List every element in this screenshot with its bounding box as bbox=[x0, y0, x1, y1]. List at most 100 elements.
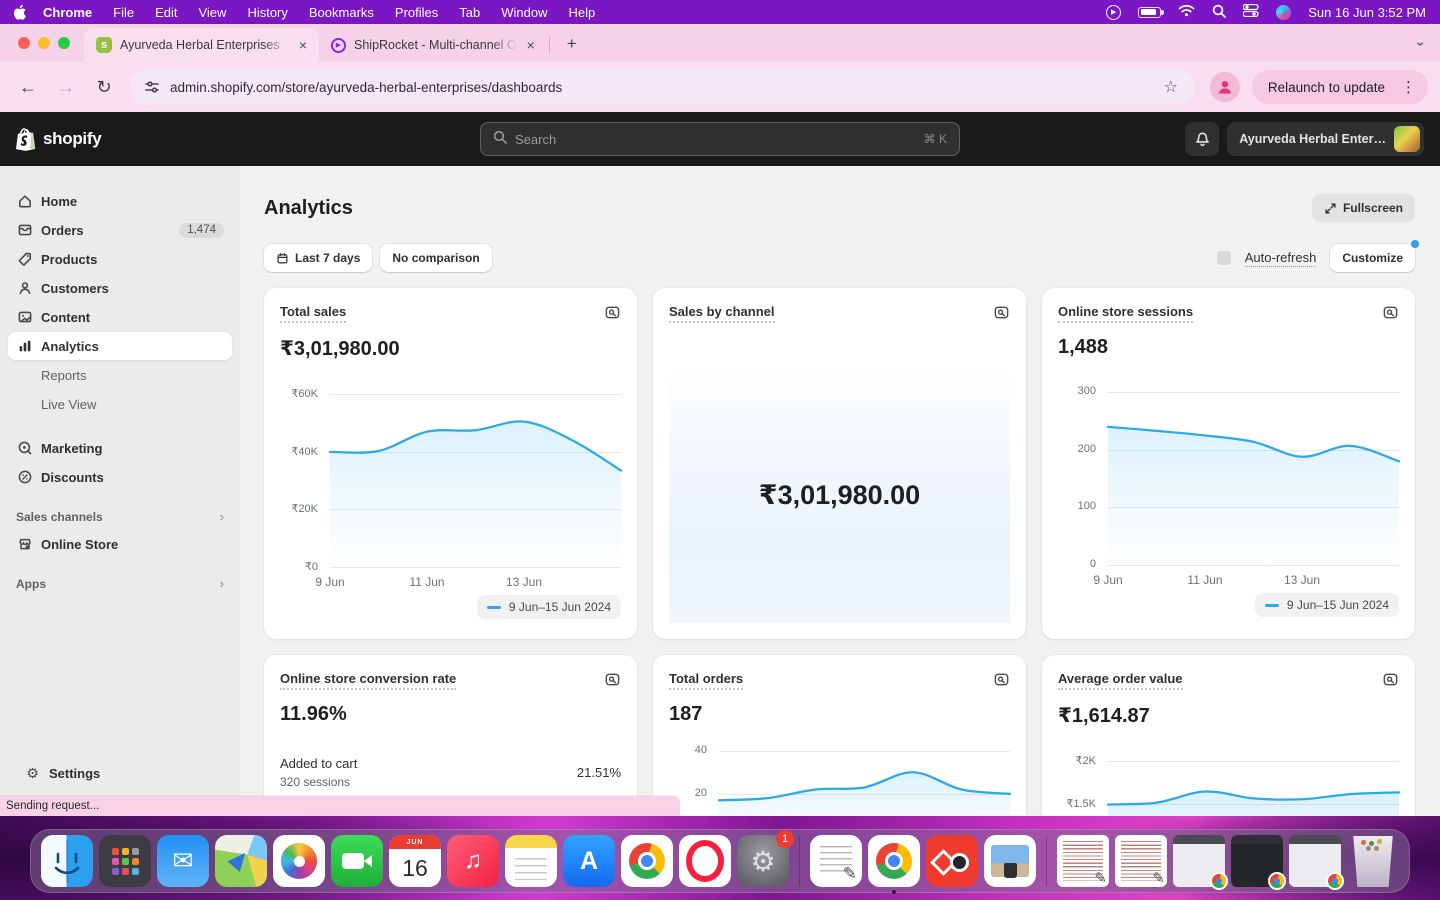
forward-button[interactable]: → bbox=[57, 76, 75, 97]
menu-window[interactable]: Window bbox=[501, 4, 548, 20]
textedit-dock-icon[interactable]: ✎ bbox=[810, 835, 862, 887]
back-button[interactable]: ← bbox=[19, 76, 37, 97]
siri-icon[interactable] bbox=[1276, 4, 1292, 20]
menu-edit[interactable]: Edit bbox=[155, 4, 178, 20]
calendar-dock-icon[interactable]: JUN 16 bbox=[389, 835, 441, 887]
relaunch-label: Relaunch to update bbox=[1267, 79, 1385, 95]
store-menu-button[interactable]: Ayurveda Herbal Enter… bbox=[1227, 122, 1424, 156]
preview-dock-icon[interactable] bbox=[984, 835, 1036, 887]
chrome-window-dock-icon[interactable] bbox=[868, 835, 920, 887]
relaunch-to-update-button[interactable]: Relaunch to update ⋮ bbox=[1251, 70, 1428, 104]
screen-mirroring-icon[interactable]: ▶ bbox=[1106, 4, 1122, 20]
new-tab-button[interactable]: + bbox=[566, 34, 577, 53]
sidebar-item-settings[interactable]: ⚙ Settings bbox=[16, 759, 224, 787]
notes-dock-icon[interactable] bbox=[505, 835, 557, 887]
comparison-button[interactable]: No comparison bbox=[380, 244, 492, 272]
minimized-chrome-window-1[interactable] bbox=[1173, 835, 1228, 890]
menu-history[interactable]: History bbox=[247, 4, 288, 20]
menu-tab[interactable]: Tab bbox=[459, 4, 481, 20]
admin-search-input[interactable]: Search ⌘ K bbox=[480, 122, 960, 156]
minimized-chrome-window-3[interactable] bbox=[1289, 835, 1344, 890]
anydesk-dock-icon[interactable] bbox=[926, 835, 978, 887]
wifi-icon[interactable] bbox=[1178, 4, 1195, 20]
notifications-button[interactable] bbox=[1185, 122, 1220, 156]
bookmark-star-icon[interactable]: ☆ bbox=[1163, 79, 1178, 96]
menu-bar-clock[interactable]: Sun 16 Jun 3:52 PM bbox=[1308, 4, 1426, 20]
card-title[interactable]: Sales by channel bbox=[669, 304, 775, 323]
system-settings-dock-icon[interactable]: ⚙ 1 bbox=[737, 830, 794, 887]
shopify-logo[interactable]: shopify bbox=[16, 127, 102, 151]
sidebar-item-analytics[interactable]: Analytics bbox=[8, 332, 232, 360]
sales-by-channel-chart: ₹3,01,980.00 bbox=[669, 368, 1010, 623]
customize-button[interactable]: Customize bbox=[1330, 244, 1415, 272]
sidebar-item-marketing[interactable]: Marketing bbox=[8, 434, 232, 462]
card-title[interactable]: Online store conversion rate bbox=[280, 671, 457, 690]
sidebar-item-products[interactable]: Products bbox=[8, 245, 232, 273]
sidebar-item-orders[interactable]: Orders 1,474 bbox=[8, 216, 232, 244]
minimized-document-1[interactable]: ✎ bbox=[1057, 835, 1109, 887]
sidebar-item-discounts[interactable]: Discounts bbox=[8, 463, 232, 491]
control-center-icon[interactable] bbox=[1242, 3, 1259, 20]
card-title[interactable]: Online store sessions bbox=[1058, 304, 1194, 323]
card-title[interactable]: Total sales bbox=[280, 304, 347, 323]
view-report-icon[interactable] bbox=[604, 304, 621, 326]
view-report-icon[interactable] bbox=[1382, 304, 1399, 326]
sidebar-item-label: Settings bbox=[49, 765, 101, 781]
sales-channels-section[interactable]: Sales channels › bbox=[16, 509, 224, 524]
menu-profiles[interactable]: Profiles bbox=[394, 4, 439, 20]
auto-refresh-toggle[interactable] bbox=[1216, 251, 1231, 265]
store-avatar bbox=[1394, 126, 1420, 152]
menu-file[interactable]: File bbox=[113, 4, 135, 20]
menu-bookmarks[interactable]: Bookmarks bbox=[308, 4, 374, 20]
address-bar[interactable]: admin.shopify.com/store/ayurveda-herbal-… bbox=[130, 69, 1194, 105]
card-title[interactable]: Total orders bbox=[669, 671, 744, 690]
window-zoom-button[interactable] bbox=[58, 37, 70, 49]
tab-close-icon[interactable]: × bbox=[298, 37, 307, 53]
tab-close-icon[interactable]: × bbox=[526, 37, 535, 53]
view-report-icon[interactable] bbox=[604, 671, 621, 693]
app-store-dock-icon[interactable]: A bbox=[563, 835, 615, 887]
site-settings-icon[interactable] bbox=[144, 79, 160, 95]
opera-dock-icon[interactable] bbox=[679, 835, 731, 887]
sidebar-item-content[interactable]: Content bbox=[8, 303, 232, 331]
music-dock-icon[interactable]: ♫ bbox=[447, 835, 499, 887]
date-range-button[interactable]: Last 7 days bbox=[264, 244, 373, 272]
auto-refresh-label[interactable]: Auto-refresh bbox=[1244, 249, 1317, 267]
window-close-button[interactable] bbox=[18, 37, 30, 49]
apple-menu-icon[interactable] bbox=[14, 4, 27, 20]
sidebar-item-live-view[interactable]: Live View bbox=[8, 390, 232, 418]
mail-dock-icon[interactable]: ✉ bbox=[157, 835, 209, 887]
spotlight-search-icon[interactable] bbox=[1212, 4, 1227, 21]
card-title[interactable]: Average order value bbox=[1058, 671, 1183, 690]
tab-ayurveda-herbal[interactable]: s Ayurveda Herbal Enterprises × bbox=[84, 28, 319, 62]
chrome-dock-icon[interactable] bbox=[621, 835, 673, 887]
trash-dock-icon[interactable] bbox=[1353, 836, 1393, 887]
menu-chrome[interactable]: Chrome bbox=[43, 4, 93, 20]
menu-view[interactable]: View bbox=[198, 4, 227, 20]
facetime-dock-icon[interactable] bbox=[331, 835, 383, 887]
maps-dock-icon[interactable] bbox=[215, 835, 267, 887]
minimized-document-2[interactable]: ✎ bbox=[1115, 835, 1167, 887]
tab-shiprocket[interactable]: ▶ ShipRocket - Multi-channel O × bbox=[319, 28, 547, 62]
view-report-icon[interactable] bbox=[993, 671, 1010, 693]
sidebar-item-online-store[interactable]: Online Store bbox=[8, 530, 232, 558]
reload-button[interactable]: ↻ bbox=[96, 76, 112, 97]
tab-search-chevron-icon[interactable]: › bbox=[1413, 41, 1430, 47]
battery-icon[interactable] bbox=[1138, 6, 1164, 18]
profile-avatar[interactable] bbox=[1209, 72, 1240, 102]
sidebar-item-customers[interactable]: Customers bbox=[8, 274, 232, 302]
view-report-icon[interactable] bbox=[993, 304, 1010, 326]
apps-section[interactable]: Apps › bbox=[16, 576, 224, 591]
fullscreen-button[interactable]: Fullscreen bbox=[1311, 194, 1415, 222]
photos-dock-icon[interactable] bbox=[273, 835, 325, 887]
finder-dock-icon[interactable] bbox=[41, 835, 93, 887]
menu-help[interactable]: Help bbox=[568, 4, 596, 20]
view-report-icon[interactable] bbox=[1382, 671, 1399, 693]
sidebar-item-home[interactable]: Home bbox=[8, 187, 232, 215]
minimized-chrome-window-2[interactable] bbox=[1231, 835, 1286, 890]
browser-menu-icon[interactable]: ⋮ bbox=[1401, 79, 1416, 96]
window-minimize-button[interactable] bbox=[38, 37, 50, 49]
sidebar-item-reports[interactable]: Reports bbox=[8, 361, 232, 389]
home-icon bbox=[16, 193, 33, 209]
launchpad-dock-icon[interactable] bbox=[99, 835, 151, 887]
